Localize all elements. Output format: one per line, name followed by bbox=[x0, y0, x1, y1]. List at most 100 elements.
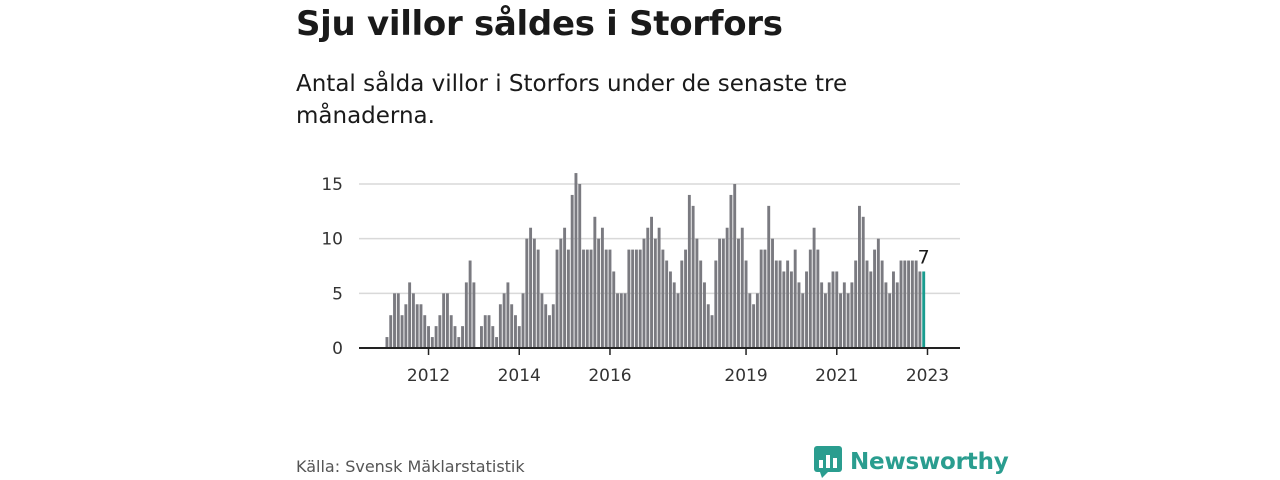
bar bbox=[910, 260, 914, 348]
bar bbox=[812, 227, 816, 348]
x-tick-label: 2019 bbox=[724, 366, 767, 386]
bar bbox=[846, 293, 850, 348]
bar bbox=[453, 326, 457, 348]
bar bbox=[608, 249, 612, 348]
bar bbox=[627, 249, 631, 348]
newsworthy-logo-icon bbox=[814, 446, 842, 478]
x-tick-label: 2016 bbox=[588, 366, 631, 386]
bar bbox=[457, 337, 461, 348]
bar bbox=[789, 271, 793, 348]
bar bbox=[653, 238, 657, 348]
y-tick-label: 0 bbox=[332, 339, 343, 359]
bar bbox=[464, 282, 468, 348]
latest-value-label: 7 bbox=[918, 246, 930, 268]
bar bbox=[684, 249, 688, 348]
bar bbox=[657, 227, 661, 348]
bar bbox=[729, 194, 733, 348]
bar bbox=[631, 249, 635, 348]
bar bbox=[725, 227, 729, 348]
bar bbox=[884, 282, 888, 348]
bar bbox=[786, 260, 790, 348]
brand[interactable]: Newsworthy bbox=[814, 446, 1009, 478]
bar bbox=[801, 293, 805, 348]
bar bbox=[737, 238, 740, 348]
bar bbox=[551, 304, 555, 348]
bar bbox=[642, 238, 646, 348]
bar bbox=[514, 315, 517, 348]
bar bbox=[895, 282, 899, 348]
bar bbox=[714, 260, 718, 348]
bar bbox=[612, 271, 616, 348]
bar bbox=[434, 326, 438, 348]
bar bbox=[385, 337, 389, 348]
bar bbox=[858, 205, 861, 348]
bar bbox=[589, 249, 593, 348]
bar bbox=[544, 304, 548, 348]
source-note: Källa: Svensk Mäklarstatistik bbox=[296, 457, 525, 476]
bar bbox=[408, 282, 412, 348]
bar bbox=[597, 238, 601, 348]
bar bbox=[831, 271, 835, 348]
bar bbox=[616, 293, 619, 348]
bar bbox=[646, 227, 650, 348]
y-tick-label: 10 bbox=[321, 230, 343, 250]
bar bbox=[517, 326, 521, 348]
bar bbox=[555, 249, 559, 348]
bar bbox=[600, 227, 604, 348]
bar bbox=[415, 304, 419, 348]
bar bbox=[665, 260, 669, 348]
bar bbox=[404, 304, 408, 348]
bar bbox=[578, 184, 582, 348]
bar bbox=[839, 293, 842, 348]
bar bbox=[442, 293, 446, 348]
bar bbox=[778, 260, 782, 348]
bar bbox=[899, 260, 903, 348]
y-tick-label: 5 bbox=[332, 284, 343, 304]
bar bbox=[854, 260, 858, 348]
bar bbox=[510, 304, 514, 348]
bar bbox=[876, 238, 880, 348]
bar bbox=[574, 173, 578, 348]
bar bbox=[793, 249, 797, 348]
bar bbox=[907, 260, 911, 348]
x-tick-label: 2023 bbox=[906, 366, 949, 386]
bar bbox=[763, 249, 767, 348]
bar bbox=[706, 304, 710, 348]
bar bbox=[502, 293, 506, 348]
bar bbox=[771, 238, 774, 348]
bar bbox=[638, 249, 642, 348]
bar bbox=[536, 249, 540, 348]
bar bbox=[411, 293, 415, 348]
bar bbox=[865, 260, 869, 348]
bar bbox=[593, 216, 597, 348]
bar bbox=[619, 293, 623, 348]
bar bbox=[827, 282, 831, 348]
bar bbox=[774, 260, 778, 348]
bar bbox=[903, 260, 907, 348]
bar bbox=[691, 205, 695, 348]
bar bbox=[740, 227, 744, 348]
bar bbox=[559, 238, 563, 348]
bar bbox=[873, 249, 877, 348]
bar bbox=[680, 260, 684, 348]
bar bbox=[914, 260, 918, 348]
bar bbox=[710, 315, 714, 348]
bar bbox=[699, 260, 703, 348]
bar bbox=[669, 271, 672, 348]
bar bbox=[445, 293, 449, 348]
y-tick-label: 15 bbox=[321, 175, 343, 195]
bar bbox=[582, 249, 585, 348]
bar bbox=[823, 293, 827, 348]
bar bbox=[703, 282, 706, 348]
bar bbox=[396, 293, 400, 348]
bar bbox=[419, 304, 423, 348]
bar bbox=[506, 282, 510, 348]
bar bbox=[430, 337, 434, 348]
bar bbox=[767, 205, 771, 348]
bar bbox=[498, 304, 502, 348]
bar bbox=[676, 293, 680, 348]
x-tick-label: 2021 bbox=[815, 366, 858, 386]
bar bbox=[782, 271, 786, 348]
bar bbox=[835, 271, 839, 348]
bar bbox=[918, 271, 922, 348]
